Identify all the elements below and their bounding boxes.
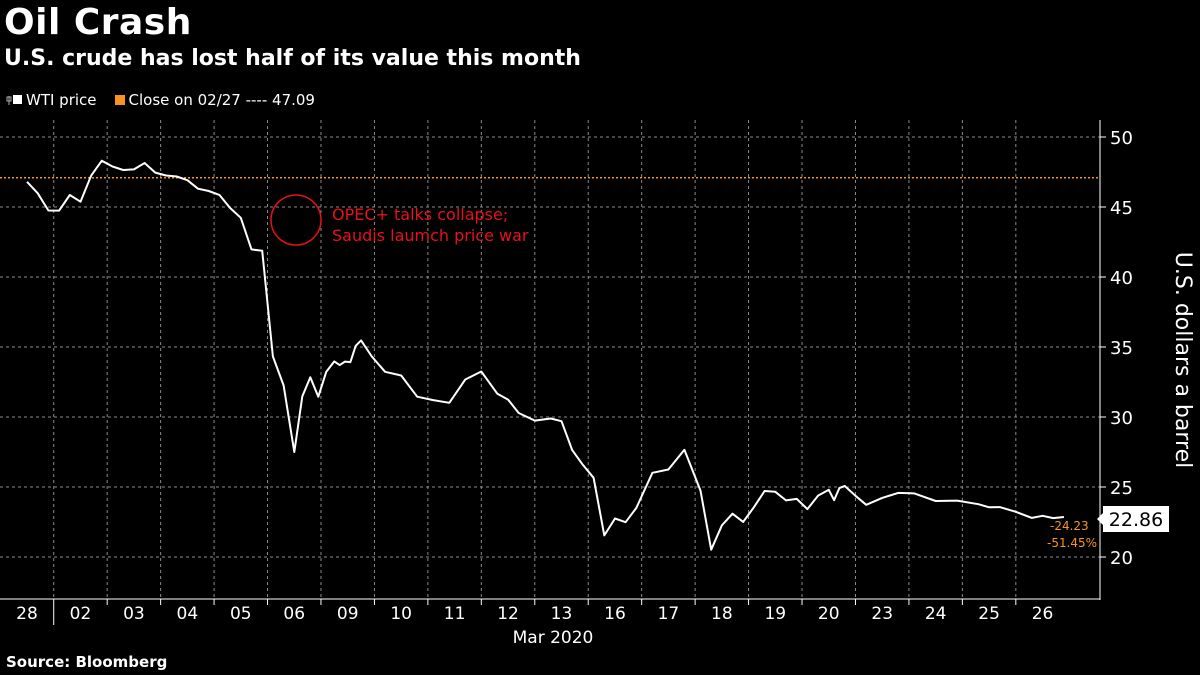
x-tick-label: 28: [16, 604, 38, 624]
last-value-badge: [1103, 506, 1169, 532]
y-axis-label: U.S. dollars a barrel: [1170, 252, 1195, 468]
y-tick-label: 25: [1110, 478, 1133, 499]
y-tick-label: 45: [1110, 198, 1133, 219]
x-tick-label: 20: [818, 604, 840, 624]
x-tick-label: 23: [871, 604, 893, 624]
x-tick-label: 11: [444, 604, 466, 624]
legend: WTI price Close on 02/27 ---- 47.09: [6, 91, 315, 109]
legend-item-close: Close on 02/27 ---- 47.09: [114, 91, 315, 109]
legend-close-swatch-icon: [114, 95, 125, 105]
x-tick-label: 10: [390, 604, 412, 624]
y-tick-label: 35: [1110, 338, 1133, 359]
x-tick-label: 17: [658, 604, 680, 624]
x-axis-ticks: 28 02 03 04 05 06 09 10 11 12 13 16 17 18 19 20 23 24 25 26: [16, 599, 1053, 625]
chart-subtitle: U.S. crude has lost half of its value th…: [4, 46, 581, 71]
x-tick-label: 16: [604, 604, 626, 624]
annotation-circle: [270, 194, 322, 246]
x-tick-label: 05: [230, 604, 252, 624]
legend-wti-label: WTI price: [26, 91, 97, 109]
x-tick-label: 12: [497, 604, 519, 624]
source-note: Source: Bloomberg: [6, 653, 168, 671]
change-value-label: -24.23: [1050, 519, 1089, 533]
legend-wti-icon: [6, 95, 22, 105]
horizontal-gridlines: [0, 136, 1100, 558]
last-value-pointer-icon: [1097, 513, 1103, 525]
last-value-text: 22.86: [1109, 509, 1163, 531]
y-tick-label: 40: [1110, 268, 1133, 289]
x-tick-label: 09: [337, 604, 359, 624]
x-tick-label: 13: [551, 604, 573, 624]
y-tick-label: 30: [1110, 408, 1133, 429]
x-axis-label: Mar 2020: [513, 628, 594, 648]
annotation-line2: Saudis laumch price war: [332, 226, 529, 245]
annotation-line1: OPEC+ talks collapse;: [332, 205, 508, 224]
y-axis-ticks: 20 25 30 35 40 45 50: [1100, 128, 1133, 569]
x-tick-label: 19: [764, 604, 786, 624]
change-pct-label: -51.45%: [1047, 536, 1097, 550]
x-tick-label: 02: [70, 604, 92, 624]
x-tick-label: 25: [978, 604, 1000, 624]
x-tick-label: 06: [283, 604, 305, 624]
x-tick-label: 03: [123, 604, 145, 624]
y-tick-label: 50: [1110, 128, 1133, 149]
chart-title: Oil Crash: [4, 2, 192, 43]
y-tick-label: 20: [1110, 548, 1133, 569]
x-tick-label: 26: [1032, 604, 1054, 624]
legend-item-wti: WTI price: [6, 91, 97, 109]
legend-close-label: Close on 02/27 ---- 47.09: [128, 91, 315, 109]
x-tick-label: 18: [711, 604, 733, 624]
x-tick-label: 04: [177, 604, 199, 624]
vertical-gridlines: [53, 120, 1017, 599]
series-line-wti: [26, 159, 1065, 551]
x-tick-label: 24: [925, 604, 947, 624]
